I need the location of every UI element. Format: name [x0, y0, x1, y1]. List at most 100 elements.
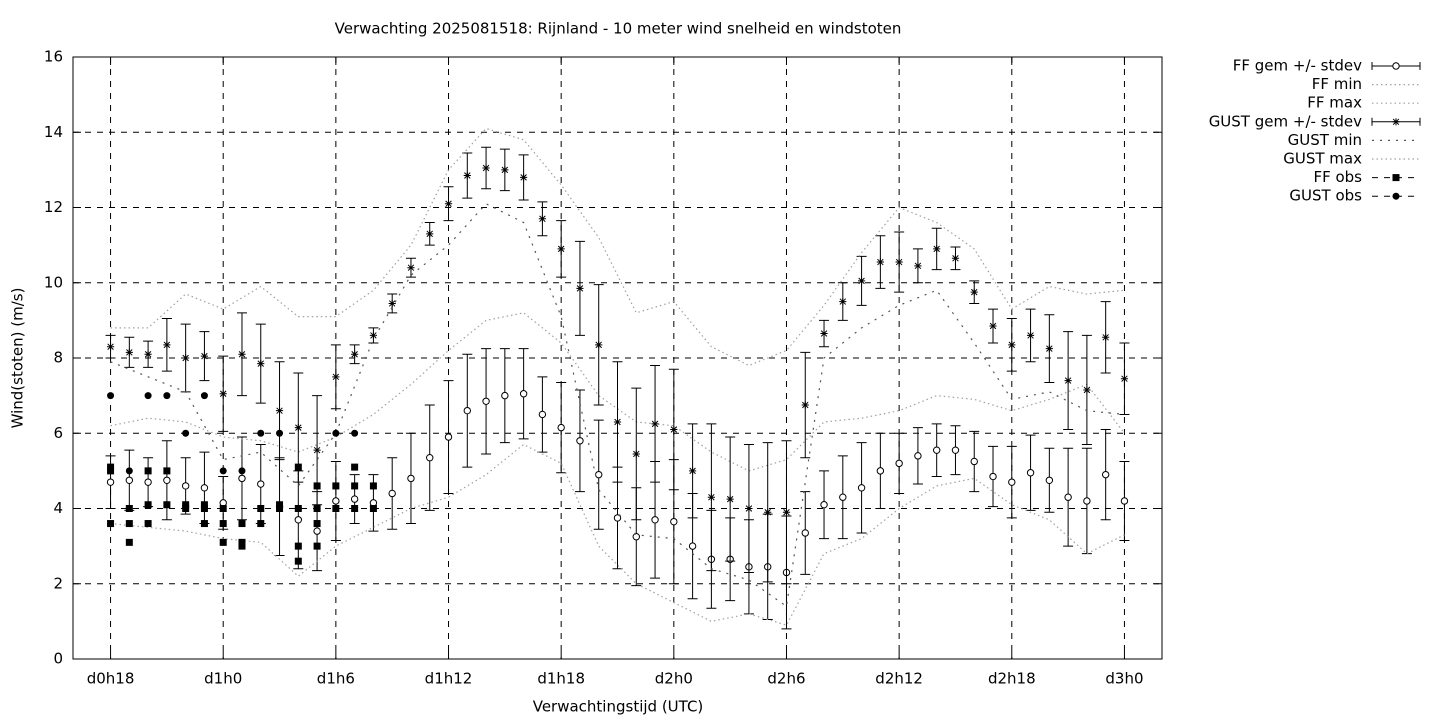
x-tick-label: d1h18: [537, 670, 585, 688]
point: [482, 164, 490, 172]
point: [107, 392, 115, 400]
point: [257, 480, 265, 488]
point: [688, 542, 697, 550]
point: [726, 495, 734, 503]
point: [538, 215, 546, 223]
x-axis-label: Verwachtingstijd (UTC): [533, 698, 704, 716]
point: [144, 467, 152, 475]
point: [519, 390, 528, 398]
point: [125, 476, 134, 484]
point: [501, 166, 509, 174]
point: [238, 542, 246, 550]
point: [1101, 470, 1110, 479]
point: [350, 495, 359, 503]
point: [538, 410, 547, 419]
point: [576, 284, 584, 292]
point: [144, 520, 152, 528]
point: [200, 501, 208, 509]
point: [501, 391, 509, 400]
point: [275, 407, 284, 415]
point: [257, 520, 265, 528]
point: [125, 467, 133, 475]
point: [332, 497, 340, 505]
point: [107, 520, 115, 528]
point: [801, 529, 809, 537]
point: [351, 463, 359, 471]
point: [989, 472, 997, 481]
point: [163, 467, 171, 475]
point: [520, 173, 528, 181]
legend-label: GUST obs: [1289, 187, 1362, 205]
point: [426, 230, 434, 238]
point: [407, 264, 415, 272]
legend-label: GUST min: [1288, 131, 1362, 149]
point: [200, 505, 208, 512]
plot-frame: [72, 56, 1163, 660]
point: [670, 425, 678, 434]
point: [482, 397, 490, 405]
chart-title: Verwachting 2025081518: Rijnland - 10 me…: [335, 20, 902, 38]
point: [1026, 331, 1035, 340]
point: [895, 258, 903, 266]
point: [219, 505, 227, 512]
point: [1008, 478, 1016, 486]
point: [163, 392, 171, 400]
x-tick-label: d2h12: [875, 670, 923, 688]
point: [182, 501, 190, 509]
point: [238, 474, 246, 483]
point: [313, 446, 321, 454]
legend-marker: [1392, 118, 1400, 126]
point: [764, 508, 772, 516]
point: [707, 493, 715, 501]
point: [463, 406, 471, 415]
point: [1083, 386, 1091, 394]
point: [369, 331, 378, 340]
point: [444, 433, 453, 441]
point: [388, 299, 396, 308]
point: [182, 505, 190, 512]
point: [182, 429, 190, 437]
y-tick-label: 4: [53, 499, 63, 517]
y-tick-label: 12: [44, 198, 63, 216]
y-tick-label: 0: [53, 650, 63, 668]
point: [276, 505, 284, 512]
point: [857, 484, 866, 492]
point: [332, 505, 340, 512]
point: [313, 482, 321, 490]
point: [970, 288, 978, 296]
point: [595, 470, 603, 479]
point: [106, 343, 115, 351]
point: [144, 478, 152, 486]
point: [463, 171, 471, 180]
legend-label: FF min: [1312, 75, 1362, 93]
point: [238, 467, 246, 475]
point: [294, 463, 302, 471]
point: [782, 508, 791, 516]
point: [1045, 344, 1053, 353]
point: [595, 341, 603, 349]
point: [1120, 375, 1129, 383]
point: [651, 420, 659, 428]
point: [294, 542, 302, 550]
point: [200, 484, 209, 492]
point: [294, 557, 302, 565]
x-tick-label: d1h12: [425, 670, 473, 688]
point: [219, 467, 227, 475]
point: [745, 504, 753, 513]
point: [107, 463, 115, 471]
point: [313, 505, 321, 512]
point: [801, 401, 809, 409]
y-tick-label: 2: [53, 574, 63, 592]
point: [1008, 341, 1016, 349]
point: [1045, 476, 1054, 484]
y-axis-label: Wind(stoten) (m/s): [9, 288, 27, 429]
point: [276, 501, 284, 509]
point: [125, 538, 133, 546]
x-tick-label: d1h0: [204, 670, 242, 688]
point: [914, 452, 922, 460]
y-tick-label: 14: [44, 123, 63, 141]
point: [257, 429, 265, 437]
point: [219, 390, 227, 398]
